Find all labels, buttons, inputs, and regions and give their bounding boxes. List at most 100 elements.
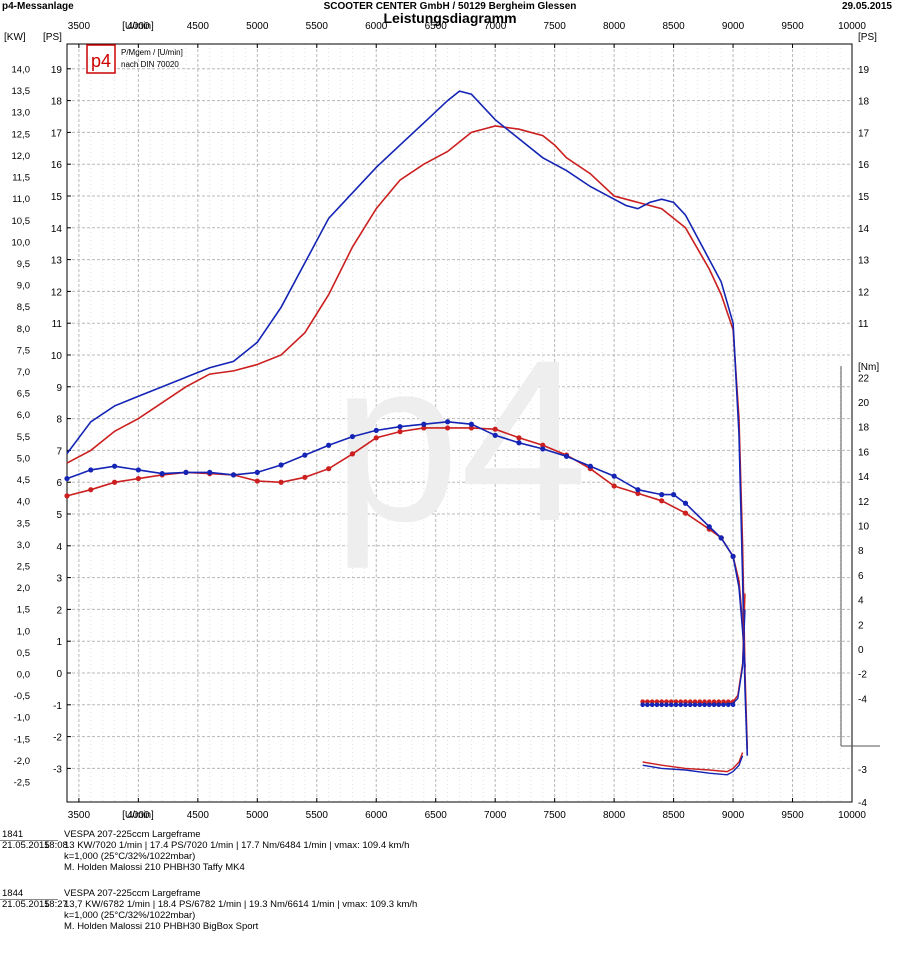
nm-tick-label: 6 [858,571,864,582]
ps-right-tick-label: 11 [858,319,869,330]
ps-tick-label: -3 [53,764,62,775]
coastdown-point-1841 [673,699,679,704]
torque-point-1841 [445,425,451,431]
x-tick-label-bottom: 4000 [127,810,150,821]
coastdown-point-1844 [706,702,712,708]
kw-tick-label: 1,0 [17,626,30,637]
x-tick-label-bottom: 4500 [187,810,210,821]
watermark: p4 [332,312,588,569]
kw-tick-label: 6,5 [17,389,30,400]
run-divider [0,840,58,841]
ps-tick-label: 7 [56,446,62,457]
kw-tick-label: 11,0 [12,194,30,205]
torque-point-1844 [326,442,332,448]
torque-point-1841 [421,425,427,431]
ps-tick-label: 10 [51,351,63,362]
x-tick-label-top: 5000 [246,21,269,32]
x-tick-label-top: 6000 [365,21,388,32]
coastdown-point-1844 [687,702,693,708]
plot-frame [66,43,853,803]
x-tick-label-bottom: 5500 [306,810,329,821]
coastdown-point-1841 [649,699,655,704]
x-axis-label-top: [U/min] [122,21,154,32]
nm-tick-label: 10 [858,522,870,533]
torque-point-1841 [64,493,70,499]
torque-point-1841 [326,466,332,472]
kw-tick-label: 13,5 [12,86,31,97]
torque-point-1844 [635,487,641,493]
logo-line-1: P/Mgem / [U/min] [121,48,183,57]
torque-point-1844 [706,524,712,530]
ps-tick-label: 1 [56,637,62,648]
kw-tick-label: 2,5 [17,561,30,572]
coastdown-point-1841 [697,699,703,704]
header-right: 29.05.2015 [841,1,892,12]
ps-right-tick-label: 14 [858,224,870,235]
coastdown-point-1841 [645,699,650,704]
run-time: 18:08 [44,840,68,851]
kw-tick-label: -2,0 [14,756,30,767]
coastdown-point-1841 [716,699,722,704]
kw-tick-label: 10,5 [12,216,31,227]
coastdown-point-1844 [721,702,726,708]
run-date: 21.05.2015 [2,840,50,851]
kw-tick-label: 6,0 [17,410,30,421]
kw-tick-label: 10,0 [12,237,31,248]
kw-tick-label: 2,0 [17,583,30,594]
torque-point-1844 [302,452,308,458]
x-tick-label-bottom: 5000 [246,810,269,821]
coastdown-point-1844 [692,702,698,708]
torque-point-1844 [278,462,284,468]
run-divider [0,899,58,900]
x-tick-label-top: 6500 [425,21,448,32]
kw-axis-label: [KW] [4,32,26,43]
torque-point-1844 [540,446,546,452]
x-tick-label-top: 9000 [722,21,745,32]
ps-tick-label: 13 [51,256,63,267]
coastdown-point-1841 [702,699,707,704]
x-tick-label-top: 4000 [127,21,150,32]
torque-point-1844 [349,433,356,440]
ps-axis-label: [PS] [43,32,62,43]
nm-tick-label: 8 [858,546,864,557]
nm-axis-label: [Nm] [858,362,879,373]
torque-point-1844 [183,469,189,475]
logo: p4 P/Mgem / [U/min] nach DIN 70020 [86,44,183,74]
coastdown-point-1841 [664,699,669,704]
x-tick-label-bottom: 9000 [722,810,745,821]
torque-point-1844 [492,432,498,438]
kw-tick-label: 9,0 [17,281,30,292]
x-tick-label-bottom: 7000 [484,810,507,821]
x-tick-label-top: 10000 [838,21,866,32]
kw-tick-label: 0,0 [17,670,30,681]
nm-tick-label: 4 [858,596,864,607]
torque-point-1841 [135,475,141,482]
x-tick-label-top: 3500 [68,21,91,32]
kw-tick-label: 3,5 [17,518,30,529]
ps-right-tick-label: 17 [858,128,870,139]
curves [64,90,749,776]
coastdown-point-1841 [668,699,674,704]
coastdown-point-1844 [668,702,674,708]
nm-tick-label: 18 [858,423,870,434]
kw-tick-label: -1,5 [14,734,30,745]
torque-point-1844 [659,492,665,498]
ps-tick-label: 8 [56,415,62,426]
kw-tick-label: 0,5 [17,648,30,659]
torque-point-1844 [718,535,724,541]
axes: 3500350040004000450045005000500055005500… [4,21,880,821]
coastdown-point-1844 [683,702,688,708]
coastdown-point-1841 [640,699,645,704]
torque-point-1844 [682,500,689,506]
torque-point-1841 [278,479,284,485]
ps-tick-label: 3 [56,574,62,585]
coastdown-point-1844 [673,702,679,708]
run-stats: 13,7 KW/6782 1/min | 18.4 PS/6782 1/min … [64,899,418,910]
torque-point-1844 [563,453,570,459]
coastdown-point-1841 [659,699,664,704]
ps-tick-label: -2 [53,733,62,744]
ps-tick-label: 16 [51,160,63,171]
x-tick-label-bottom: 8000 [603,810,626,821]
ps-tick-label: 14 [51,224,63,235]
coastdown-point-1844 [678,702,684,708]
